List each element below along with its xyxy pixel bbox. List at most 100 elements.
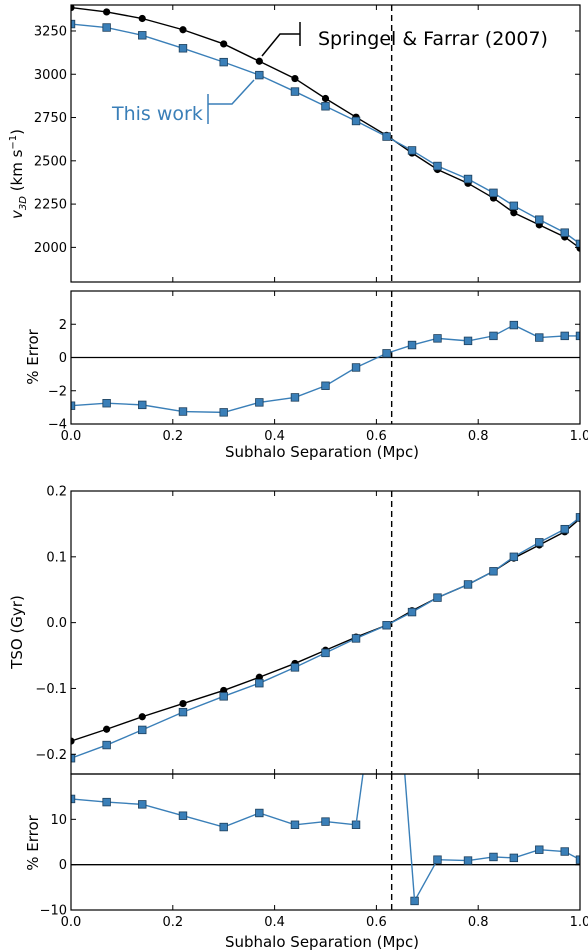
data-point: [535, 333, 544, 342]
data-point: [321, 648, 330, 658]
series-line: [71, 23, 580, 245]
x-tick-label: 0.8: [468, 429, 489, 444]
data-point: [407, 340, 417, 350]
data-point: [509, 853, 519, 863]
data-point: [321, 817, 330, 826]
data-point: [71, 19, 76, 29]
data-point: [560, 847, 569, 856]
axes-frame: [70, 4, 581, 283]
data-point: [463, 580, 473, 589]
data-point: [382, 349, 391, 358]
data-point: [560, 228, 569, 237]
series-line-jump: [355, 774, 364, 825]
data-point: [219, 822, 228, 832]
data-point: [575, 239, 580, 249]
tso-error-xlabel: Subhalo Separation (Mpc): [225, 933, 419, 951]
series-line: [71, 6, 580, 249]
y-tick-label: 2250: [34, 198, 67, 213]
series-1: [71, 513, 580, 763]
y-tick-label: 2000: [34, 241, 67, 256]
data-point: [138, 400, 147, 410]
data-point: [291, 74, 299, 83]
data-point: [433, 334, 442, 343]
y-tick-label: −10: [40, 904, 67, 919]
this-work-annotation: This work: [111, 103, 203, 125]
data-point: [102, 399, 111, 408]
data-point: [321, 381, 330, 390]
y-tick-label: 3000: [34, 68, 67, 83]
series-1: [410, 845, 580, 906]
data-point: [138, 725, 147, 735]
velocity-error-xlabel: Subhalo Separation (Mpc): [225, 443, 419, 461]
data-point: [535, 215, 544, 224]
data-point: [255, 70, 264, 80]
tso-ylabel: TSO (Gyr): [8, 595, 26, 670]
data-point: [575, 513, 580, 522]
x-tick-label: 0.4: [264, 915, 285, 930]
data-point: [179, 26, 187, 34]
data-point: [102, 797, 111, 807]
data-point: [71, 5, 75, 12]
data-point: [103, 725, 111, 733]
data-point: [509, 201, 519, 211]
tso-error-ylabel: % Error: [24, 814, 42, 870]
data-point: [178, 407, 188, 416]
y-tick-label: 3250: [34, 24, 67, 39]
series-line: [71, 324, 580, 414]
y-tick-label: −0.1: [35, 682, 67, 697]
data-point: [509, 552, 519, 562]
x-tick-label: 0.2: [162, 429, 183, 444]
data-point: [463, 336, 473, 346]
series-line: [71, 518, 580, 742]
tso-error-panel: −10 0 10 0.0 0.2 0.4 0.6 0.8 1.0: [40, 773, 588, 930]
data-point: [560, 331, 569, 341]
reference-annotation-leader: [261, 22, 301, 57]
y-tick-label: 0.0: [46, 616, 67, 631]
y-tick-label: −2: [48, 384, 67, 399]
data-point: [178, 707, 188, 717]
data-point: [219, 408, 228, 417]
data-point: [290, 393, 300, 402]
y-tick-label: 2: [59, 318, 67, 333]
data-point: [219, 692, 228, 701]
velocity-error-ylabel: % Error: [24, 328, 42, 384]
data-point: [575, 331, 580, 341]
plot-area: [71, 774, 580, 910]
data-point: [219, 57, 228, 67]
data-point: [102, 23, 111, 32]
data-point: [433, 161, 442, 171]
series-line: [71, 798, 357, 828]
tso-panel: −0.2 −0.1 0.0 0.1 0.2: [35, 485, 581, 775]
data-point: [489, 852, 498, 862]
x-tick-label: 0.4: [264, 429, 285, 444]
plot-area: [71, 491, 580, 774]
series-line-jump: [404, 774, 416, 901]
data-point: [71, 401, 76, 410]
data-point: [535, 538, 544, 547]
series-line: [413, 848, 580, 902]
series-0: [71, 794, 361, 832]
x-tick-label: 0.0: [61, 915, 82, 930]
data-point: [382, 132, 391, 141]
axes-frame: [70, 773, 581, 911]
y-tick-label: 2500: [34, 154, 67, 169]
data-point: [489, 331, 498, 341]
x-tick-label: 0.6: [366, 429, 387, 444]
x-tick-label: 1.0: [570, 429, 588, 444]
data-point: [255, 678, 264, 688]
y-tick-label: 0.1: [46, 550, 67, 565]
y-tick-label: 0.2: [46, 485, 67, 500]
data-point: [290, 87, 300, 96]
data-point: [138, 800, 147, 809]
x-tick-label: 0.8: [468, 915, 489, 930]
y-tick-label: 10: [50, 813, 67, 828]
data-point: [321, 102, 330, 111]
data-point: [560, 524, 569, 534]
data-point: [71, 754, 76, 763]
axes-frame: [70, 490, 581, 775]
data-point: [102, 740, 111, 750]
data-point: [290, 820, 300, 829]
data-point: [103, 8, 111, 16]
x-tick-label: 1.0: [570, 915, 588, 930]
